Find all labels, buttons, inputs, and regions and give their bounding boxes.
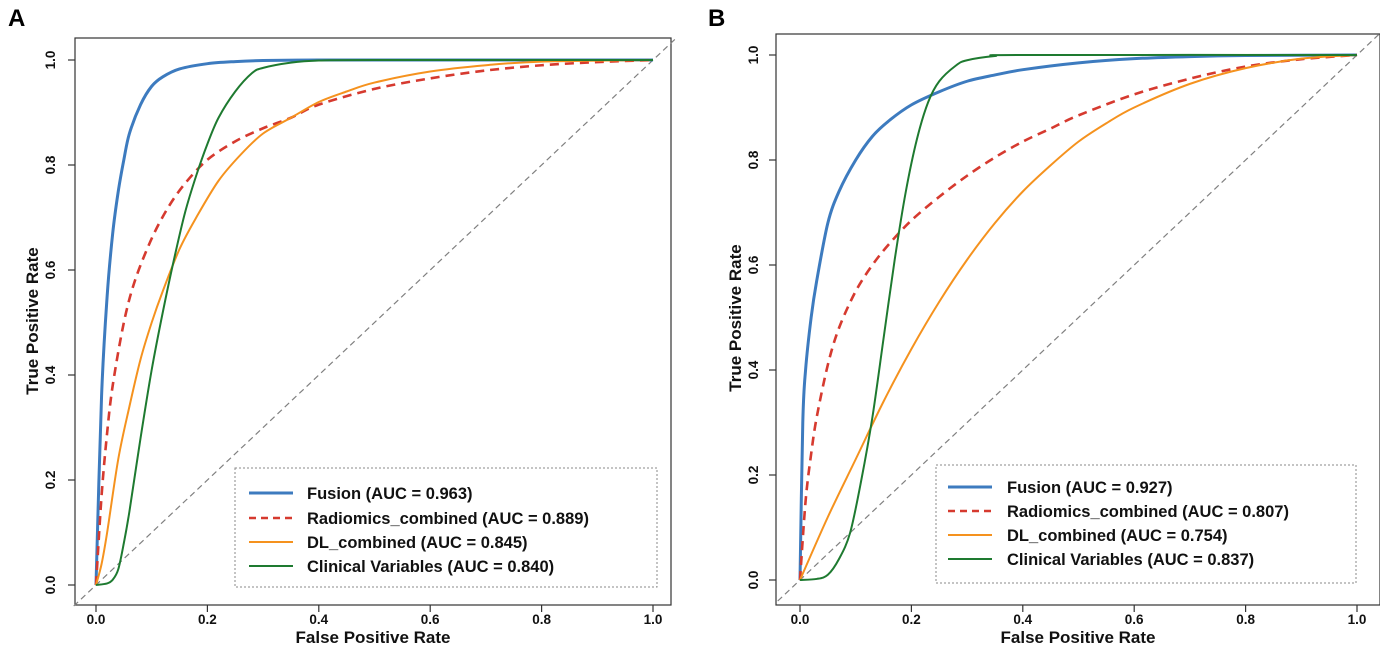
panel-a-y-tick-labels: 0.0 0.2 0.4 0.6 0.8 1.0 [43, 51, 58, 595]
panel-b-y-tick-label: 0.0 [746, 571, 761, 590]
panel-a-x-tick-labels: 0.0 0.2 0.4 0.6 0.8 1.0 [87, 612, 663, 627]
panel-a-y-tick-label: 1.0 [43, 51, 58, 70]
panel-a-label: A [8, 5, 25, 32]
panel-b-clinical-curve [799, 53, 1358, 581]
panel-b-x-tick-label: 0.8 [1236, 612, 1255, 627]
panel-a-dl-curve [95, 59, 654, 586]
panel-b-y-ticks [769, 54, 776, 581]
panel-a-x-tick-label: 0.8 [532, 612, 551, 627]
panel-a: A 0.0 0.2 0.4 0.6 0.8 1.0 0.0 0.2 0.4 0.… [8, 5, 676, 647]
panel-b-dl-curve [799, 54, 1358, 581]
panel-b-y-tick-label: 0.6 [746, 255, 761, 274]
panel-b-legend-label-fusion: Fusion (AUC = 0.927) [1007, 479, 1173, 497]
panel-b-x-ticks [799, 605, 1358, 612]
panel-a-y-tick-label: 0.2 [43, 471, 58, 490]
panel-a-x-tick-label: 0.2 [198, 612, 217, 627]
panel-b-y-tick-labels: 0.0 0.2 0.4 0.6 0.8 1.0 [746, 46, 761, 590]
panel-b-y-tick-label: 0.4 [746, 360, 761, 379]
panel-b-x-tick-labels: 0.0 0.2 0.4 0.6 0.8 1.0 [791, 612, 1367, 627]
panel-a-legend: Fusion (AUC = 0.963) Radiomics_combined … [234, 467, 658, 588]
panel-a-y-axis-title: True Positive Rate [23, 247, 42, 394]
panel-a-x-tick-label: 0.0 [87, 612, 106, 627]
panel-a-x-axis-title: False Positive Rate [296, 628, 451, 647]
panel-b-x-tick-label: 0.2 [902, 612, 921, 627]
panel-a-legend-label-fusion: Fusion (AUC = 0.963) [307, 485, 473, 503]
panel-b-radiomics-curve [798, 53, 1358, 581]
panel-b-legend-label-radiomics: Radiomics_combined (AUC = 0.807) [1007, 503, 1289, 521]
panel-b-y-axis-title: True Positive Rate [726, 244, 745, 391]
panel-b-plot-frame [775, 33, 1380, 606]
panel-a-y-ticks [68, 59, 75, 586]
panel-a-y-tick-label: 0.4 [43, 365, 58, 384]
panel-b-label: B [708, 5, 725, 32]
panel-b-legend-label-clinical: Clinical Variables (AUC = 0.837) [1007, 551, 1254, 569]
panel-b-y-tick-label: 0.8 [746, 150, 761, 169]
panel-a-legend-label-dl: DL_combined (AUC = 0.845) [307, 534, 528, 552]
panel-a-legend-box [234, 467, 658, 588]
panel-b-x-tick-label: 1.0 [1348, 612, 1367, 627]
panel-a-chance-line [73, 38, 676, 607]
panel-b-x-tick-label: 0.0 [791, 612, 810, 627]
panel-b-chance-line [777, 33, 1380, 602]
panel-b-legend: Fusion (AUC = 0.927) Radiomics_combined … [935, 464, 1357, 584]
panel-b: B 0.0 0.2 0.4 0.6 0.8 1.0 0.0 0.2 0.4 0.… [708, 5, 1380, 647]
panel-a-legend-label-radiomics: Radiomics_combined (AUC = 0.889) [307, 510, 589, 528]
panel-a-x-tick-label: 1.0 [644, 612, 663, 627]
panel-a-plot-frame [74, 37, 672, 606]
panel-a-y-tick-label: 0.0 [43, 576, 58, 595]
panel-a-clinical-curve [95, 58, 654, 586]
panel-a-y-tick-label: 0.6 [43, 260, 58, 279]
panel-b-y-tick-label: 1.0 [746, 46, 761, 65]
panel-b-legend-box [935, 464, 1357, 584]
panel-b-y-tick-label: 0.2 [746, 466, 761, 485]
panel-a-x-tick-label: 0.6 [421, 612, 440, 627]
panel-a-x-ticks [95, 605, 654, 612]
panel-a-radiomics-curve [94, 58, 654, 586]
panel-a-x-tick-label: 0.4 [309, 612, 328, 627]
panel-a-y-tick-label: 0.8 [43, 155, 58, 174]
panel-b-x-tick-label: 0.4 [1013, 612, 1032, 627]
panel-b-x-axis-title: False Positive Rate [1001, 628, 1156, 647]
panel-a-legend-label-clinical: Clinical Variables (AUC = 0.840) [307, 558, 554, 576]
panel-b-x-tick-label: 0.6 [1125, 612, 1144, 627]
panel-b-fusion-curve [798, 53, 1358, 581]
panel-b-legend-label-dl: DL_combined (AUC = 0.754) [1007, 527, 1228, 545]
